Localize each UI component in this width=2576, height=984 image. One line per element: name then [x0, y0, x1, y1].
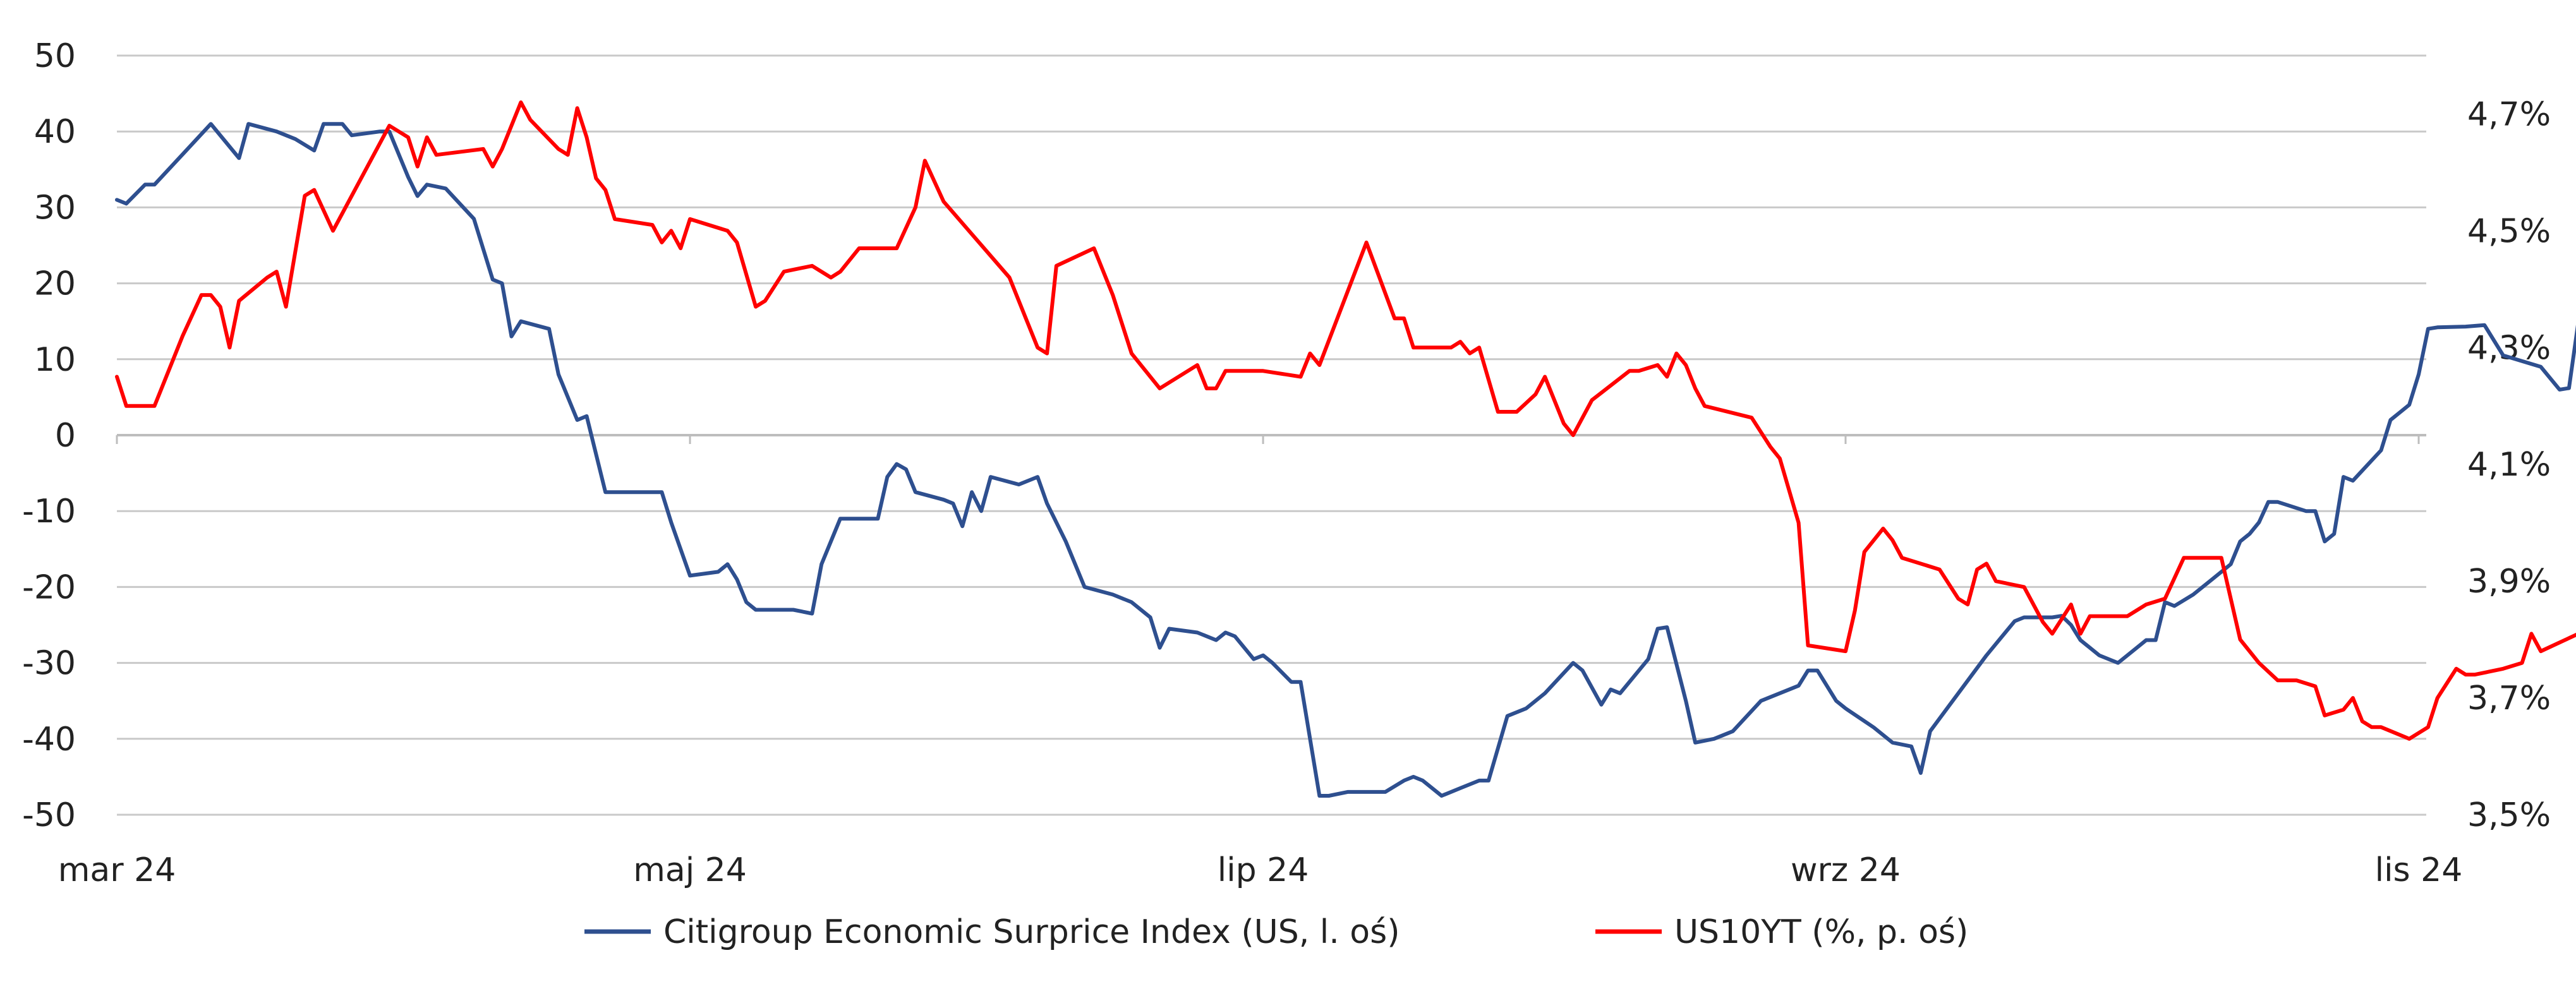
- y-right-tick-label: 3,9%: [2467, 563, 2551, 601]
- x-tick-label: lis 24: [2375, 851, 2463, 889]
- us10yt-line: [115, 100, 2576, 741]
- legend-label: Citigroup Economic Surprice Index (US, l…: [663, 913, 1400, 951]
- y-left-tick-label: 20: [34, 265, 76, 303]
- y-left-tick-label: -30: [22, 645, 76, 683]
- y-right-tick-label: 3,7%: [2467, 680, 2551, 717]
- legend-label: US10YT (%, p. oś): [1674, 913, 1968, 951]
- y-right-tick-label: 4,1%: [2467, 446, 2551, 484]
- y-left-tick-label: 30: [34, 189, 76, 227]
- y-left-tick-label: 0: [55, 417, 76, 455]
- y-left-tick-label: -20: [22, 568, 76, 606]
- y-left-tick-label: -10: [22, 493, 76, 531]
- x-tick-label: wrz 24: [1791, 851, 1901, 889]
- x-tick-label: mar 24: [58, 851, 176, 889]
- y-right-tick-label: 4,5%: [2467, 212, 2551, 250]
- y-right-tick-label: 4,7%: [2467, 95, 2551, 133]
- x-tick-label: lip 24: [1218, 851, 1309, 889]
- y-right-tick-label: 4,3%: [2467, 329, 2551, 367]
- y-left-tick-label: 40: [34, 113, 76, 151]
- legend: Citigroup Economic Surprice Index (US, l…: [584, 913, 1968, 951]
- y-left-tick-label: 10: [34, 341, 76, 379]
- y-left-tick-label: 50: [34, 37, 76, 75]
- y-left-tick-label: -40: [22, 721, 76, 759]
- x-tick-label: maj 24: [633, 851, 747, 889]
- citi-surprise-index-line: [115, 122, 2576, 798]
- y-left-tick-label: -50: [22, 796, 76, 834]
- y-right-tick-label: 3,5%: [2467, 796, 2551, 834]
- axes: 50 40 30 20 10 0 -10 -20 -30 -40 -50 4,7% 4,5% 4,3% 4,…: [22, 37, 2551, 889]
- grid: [117, 54, 2426, 816]
- series-lines: [115, 100, 2576, 798]
